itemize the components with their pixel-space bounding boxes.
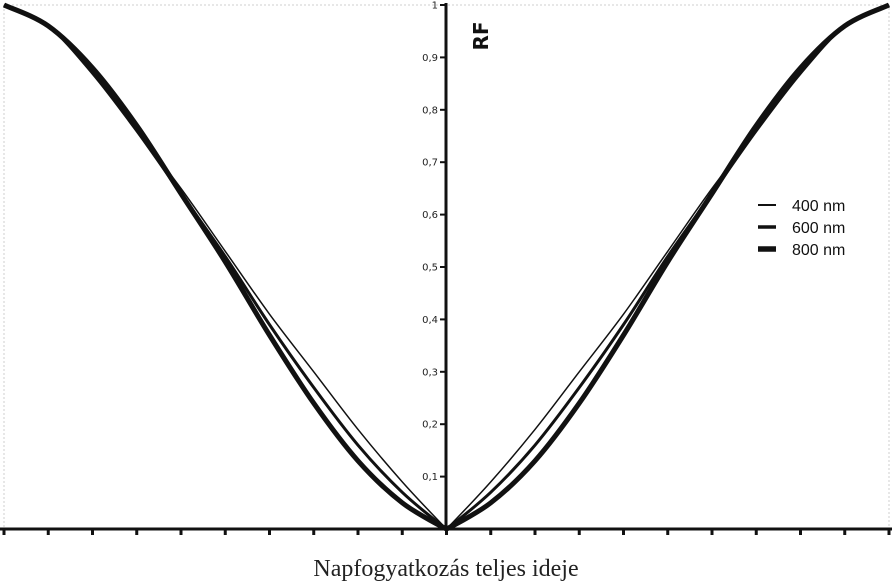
y-tick-label: 0,3 [422, 367, 438, 378]
legend-label: 400 nm [792, 198, 845, 215]
y-tick-label: 0,4 [422, 315, 438, 326]
y-tick-label: 0,6 [422, 210, 438, 221]
y-tick-label: 1 [432, 1, 438, 12]
y-tick-label: 0,7 [422, 158, 438, 169]
plot-border [3, 4, 890, 530]
y-tick-label: 0,8 [422, 105, 438, 116]
y-axis-title: RF [469, 21, 493, 50]
legend: 400 nm 600 nm 800 nm [758, 198, 845, 259]
y-tick-label: 0,9 [422, 53, 438, 64]
y-tick-label: 0,5 [422, 263, 438, 274]
y-tick-label: 0,1 [422, 472, 438, 483]
y-tick-label: 0,2 [422, 420, 438, 431]
x-axis-title: Napfogyatkozás teljes ideje [313, 556, 578, 582]
legend-label: 600 nm [792, 220, 845, 237]
legend-label: 800 nm [792, 242, 845, 259]
